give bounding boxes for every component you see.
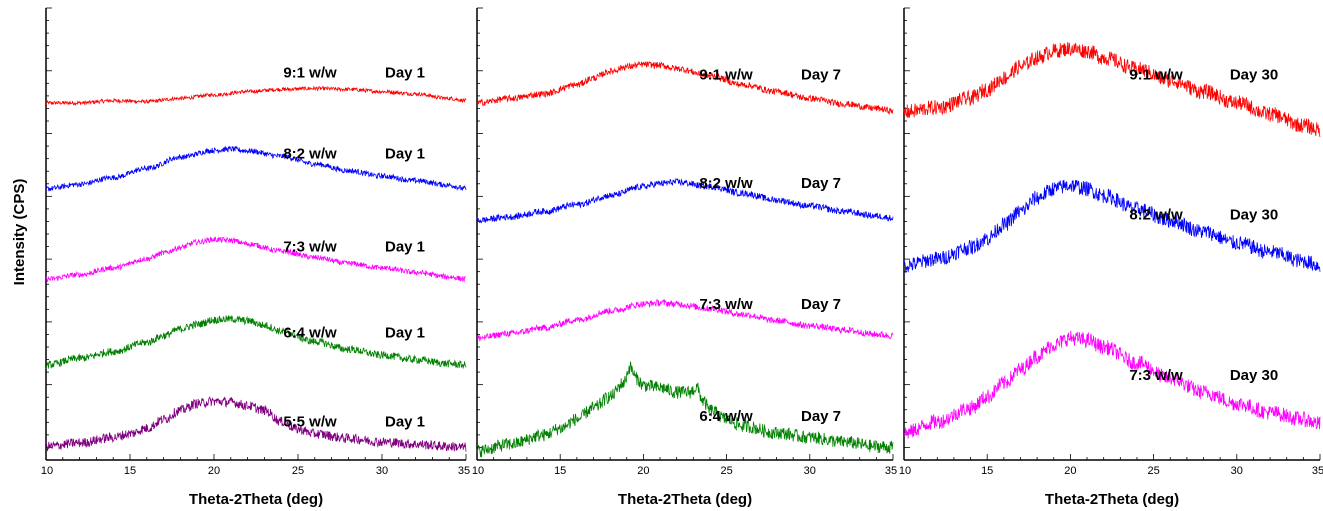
series-line-73 [45,236,467,283]
series-label: 8:2 w/w [283,146,337,163]
x-tick-label: 10 [472,465,484,477]
series-line-82 [903,179,1321,273]
series-day-label: Day 30 [1230,67,1278,84]
series-label: 5:5 w/w [283,413,337,430]
series-label: 7:3 w/w [1129,367,1183,384]
panels-group: 10 15 20 25 30 35 Theta-2Theta (deg) 9:1 w/w Day… [41,7,1323,508]
x-tick-label: 25 [292,465,304,477]
x-tick-label: 35 [885,465,897,477]
x-axis-label: Theta-2Theta (deg) [1045,491,1179,508]
x-tick-label: 35 [458,465,470,477]
series-day-label: Day 1 [385,146,425,163]
series-label: 9:1 w/w [699,67,753,84]
series-line-64 [476,361,894,458]
series-label: 9:1 w/w [283,64,337,81]
series-line-55 [45,395,467,452]
x-tick-label: 25 [720,465,732,477]
panel-1: 10 15 20 25 30 35 Theta-2Theta (deg) 9:1 w/w Day… [41,7,470,508]
x-tick-label: 20 [208,465,220,477]
series-label: 6:4 w/w [699,408,753,425]
series-day-label: Day 30 [1230,367,1278,384]
series-label: 9:1 w/w [1129,67,1183,84]
x-tick-label: 10 [899,465,911,477]
series-line-73 [903,330,1321,439]
series-day-label: Day 1 [385,413,425,430]
series-line-82 [476,178,894,224]
series-day-label: Day 30 [1230,207,1278,224]
x-tick-label: 35 [1312,465,1323,477]
series-line-82 [45,145,467,192]
series-line-91 [45,85,467,107]
panel-2: 10 15 20 25 30 35 Theta-2Theta (deg) 9:1 w/w Day… [472,7,897,508]
series-day-label: Day 7 [801,408,841,425]
x-tick-label: 20 [637,465,649,477]
series-line-91 [476,61,894,116]
series-day-label: Day 1 [385,238,425,255]
series-label: 6:4 w/w [283,324,337,341]
series-label: 8:2 w/w [1129,207,1183,224]
series-label: 8:2 w/w [699,175,753,192]
x-axis-label: Theta-2Theta (deg) [189,491,323,508]
shared-y-axis-label: Intensity (CPS) [11,179,28,286]
series-day-label: Day 7 [801,175,841,192]
series-line-64 [45,315,467,369]
series-day-label: Day 1 [385,64,425,81]
x-tick-label: 25 [1147,465,1159,477]
series-line-73 [476,298,894,342]
panel-3: 10 15 20 25 30 35 Theta-2Theta (deg) 9:1 w/w Day… [899,7,1323,508]
series-label: 7:3 w/w [283,238,337,255]
x-tick-label: 30 [1231,465,1243,477]
series-label: 7:3 w/w [699,296,753,313]
series-day-label: Day 1 [385,324,425,341]
x-tick-label: 30 [376,465,388,477]
x-tick-label: 15 [124,465,136,477]
series-day-label: Day 7 [801,67,841,84]
series-day-label: Day 7 [801,296,841,313]
x-axis-label: Theta-2Theta (deg) [618,491,752,508]
x-tick-label: 20 [1064,465,1076,477]
x-tick-label: 15 [554,465,566,477]
x-tick-label: 15 [981,465,993,477]
x-tick-label: 10 [41,465,53,477]
x-tick-label: 30 [804,465,816,477]
series-line-91 [903,42,1321,138]
